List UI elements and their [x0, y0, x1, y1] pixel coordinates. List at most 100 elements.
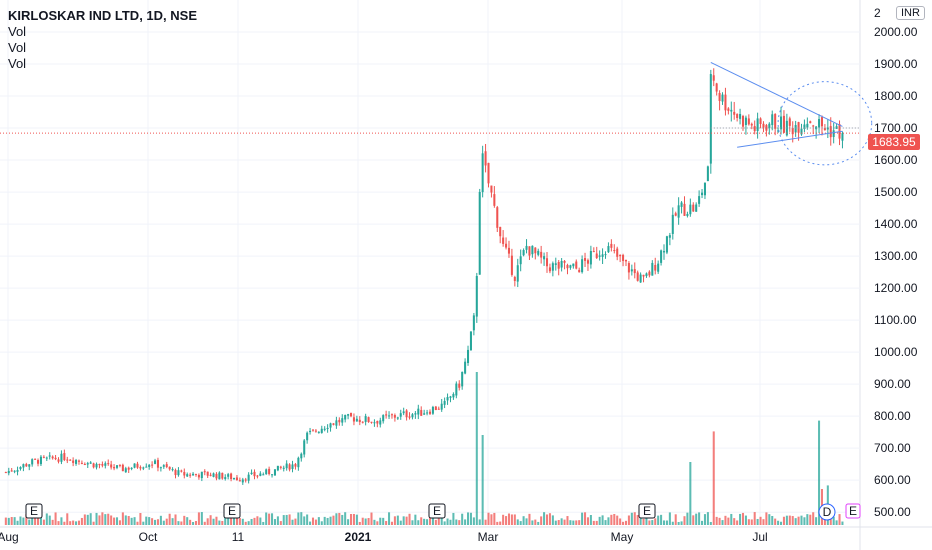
candle-body — [689, 204, 692, 215]
candle-body — [709, 74, 712, 164]
candle-body — [332, 423, 335, 425]
volume-bar — [411, 520, 414, 525]
candle-body — [145, 466, 148, 468]
candle-body — [262, 474, 265, 476]
volume-bar — [51, 519, 54, 525]
volume-bar — [376, 521, 379, 525]
candle-body — [545, 258, 549, 267]
volume-bar — [724, 515, 727, 525]
candle-body — [622, 255, 625, 261]
candle-body — [584, 258, 587, 261]
volume-bar — [677, 521, 680, 525]
volume-bar — [13, 517, 16, 525]
volume-bar — [130, 517, 133, 525]
candle-body — [566, 264, 569, 269]
volume-bar — [423, 518, 426, 525]
candle-body — [762, 123, 765, 128]
candle-body — [446, 397, 449, 401]
volume-bar — [218, 520, 221, 525]
volume-bar — [127, 516, 130, 525]
volume-bar — [771, 516, 774, 525]
candle-body — [478, 191, 481, 275]
volume-bar — [545, 514, 549, 525]
earnings-marker-box — [845, 503, 861, 519]
volume-bar — [624, 520, 628, 525]
volume-bar — [300, 512, 303, 525]
volume-bar — [66, 513, 69, 525]
volume-bar — [689, 462, 692, 525]
volume-bar — [800, 515, 803, 525]
volume-bar — [818, 420, 821, 525]
volume-bar — [540, 516, 543, 525]
candle-body — [414, 413, 417, 415]
candle-body — [227, 474, 230, 477]
volume-bar — [341, 514, 344, 525]
candle-body — [619, 254, 622, 257]
volume-bar — [721, 520, 724, 525]
chart-title: KIRLOSKAR IND LTD, 1D, NSE — [8, 8, 197, 23]
volume-bar — [238, 518, 241, 525]
volume-bar — [291, 519, 294, 525]
volume-bar — [148, 517, 151, 525]
candle-body — [683, 203, 686, 216]
candle-body — [657, 263, 660, 272]
volume-bar — [537, 521, 540, 525]
volume-bar — [525, 518, 528, 525]
candle-body — [238, 480, 241, 482]
candle-body — [4, 472, 7, 474]
candle-body — [101, 464, 104, 466]
candle-body — [139, 467, 142, 469]
candle-body — [823, 128, 826, 131]
candle-body — [797, 122, 800, 133]
volume-bar — [399, 520, 402, 525]
volume-bar — [45, 513, 48, 525]
volume-bar — [490, 514, 493, 525]
candle-body — [159, 467, 162, 469]
candle-body — [832, 130, 835, 137]
volume-bar — [402, 516, 405, 525]
candle-body — [69, 459, 72, 461]
volume-bar — [347, 519, 350, 525]
candle-body — [288, 464, 291, 470]
volume-bar — [113, 517, 116, 525]
currency-badge[interactable]: INR — [896, 6, 925, 20]
candle-body — [311, 429, 315, 431]
volume-bar — [241, 518, 244, 525]
candle-body — [367, 417, 370, 423]
candle-body — [370, 421, 373, 423]
volume-bar — [115, 517, 119, 525]
volume-bar — [262, 521, 265, 525]
volume-bar — [557, 520, 560, 525]
indicator-label[interactable]: Vol — [8, 24, 27, 39]
y-tick-label: 500.00 — [874, 505, 911, 519]
volume-bar — [370, 512, 373, 525]
candle-body — [639, 274, 642, 283]
volume-bar — [16, 520, 19, 525]
candle-body — [777, 130, 780, 132]
candle-body — [314, 430, 317, 432]
volume-bar — [28, 519, 31, 525]
volume-bar — [461, 513, 464, 525]
volume-bar — [320, 521, 323, 525]
candle-body — [841, 133, 844, 141]
candle-body — [487, 162, 490, 184]
candle-body — [373, 422, 376, 424]
volume-bar — [499, 521, 502, 525]
candle-body — [13, 470, 16, 472]
earnings-marker-label: E — [30, 504, 38, 518]
candle-body — [829, 126, 832, 138]
candle-body — [472, 315, 475, 331]
volume-bar — [110, 515, 113, 525]
volume-bar — [777, 520, 780, 525]
candle-body — [467, 349, 470, 364]
candle-body — [218, 472, 221, 480]
candle-body — [341, 418, 344, 423]
indicator-label[interactable]: Vol — [8, 40, 27, 55]
indicator-label[interactable]: Vol — [8, 56, 27, 71]
candle-body — [241, 479, 244, 483]
volume-bar — [250, 518, 253, 525]
candle-body — [721, 94, 724, 102]
candle-body — [680, 202, 683, 207]
